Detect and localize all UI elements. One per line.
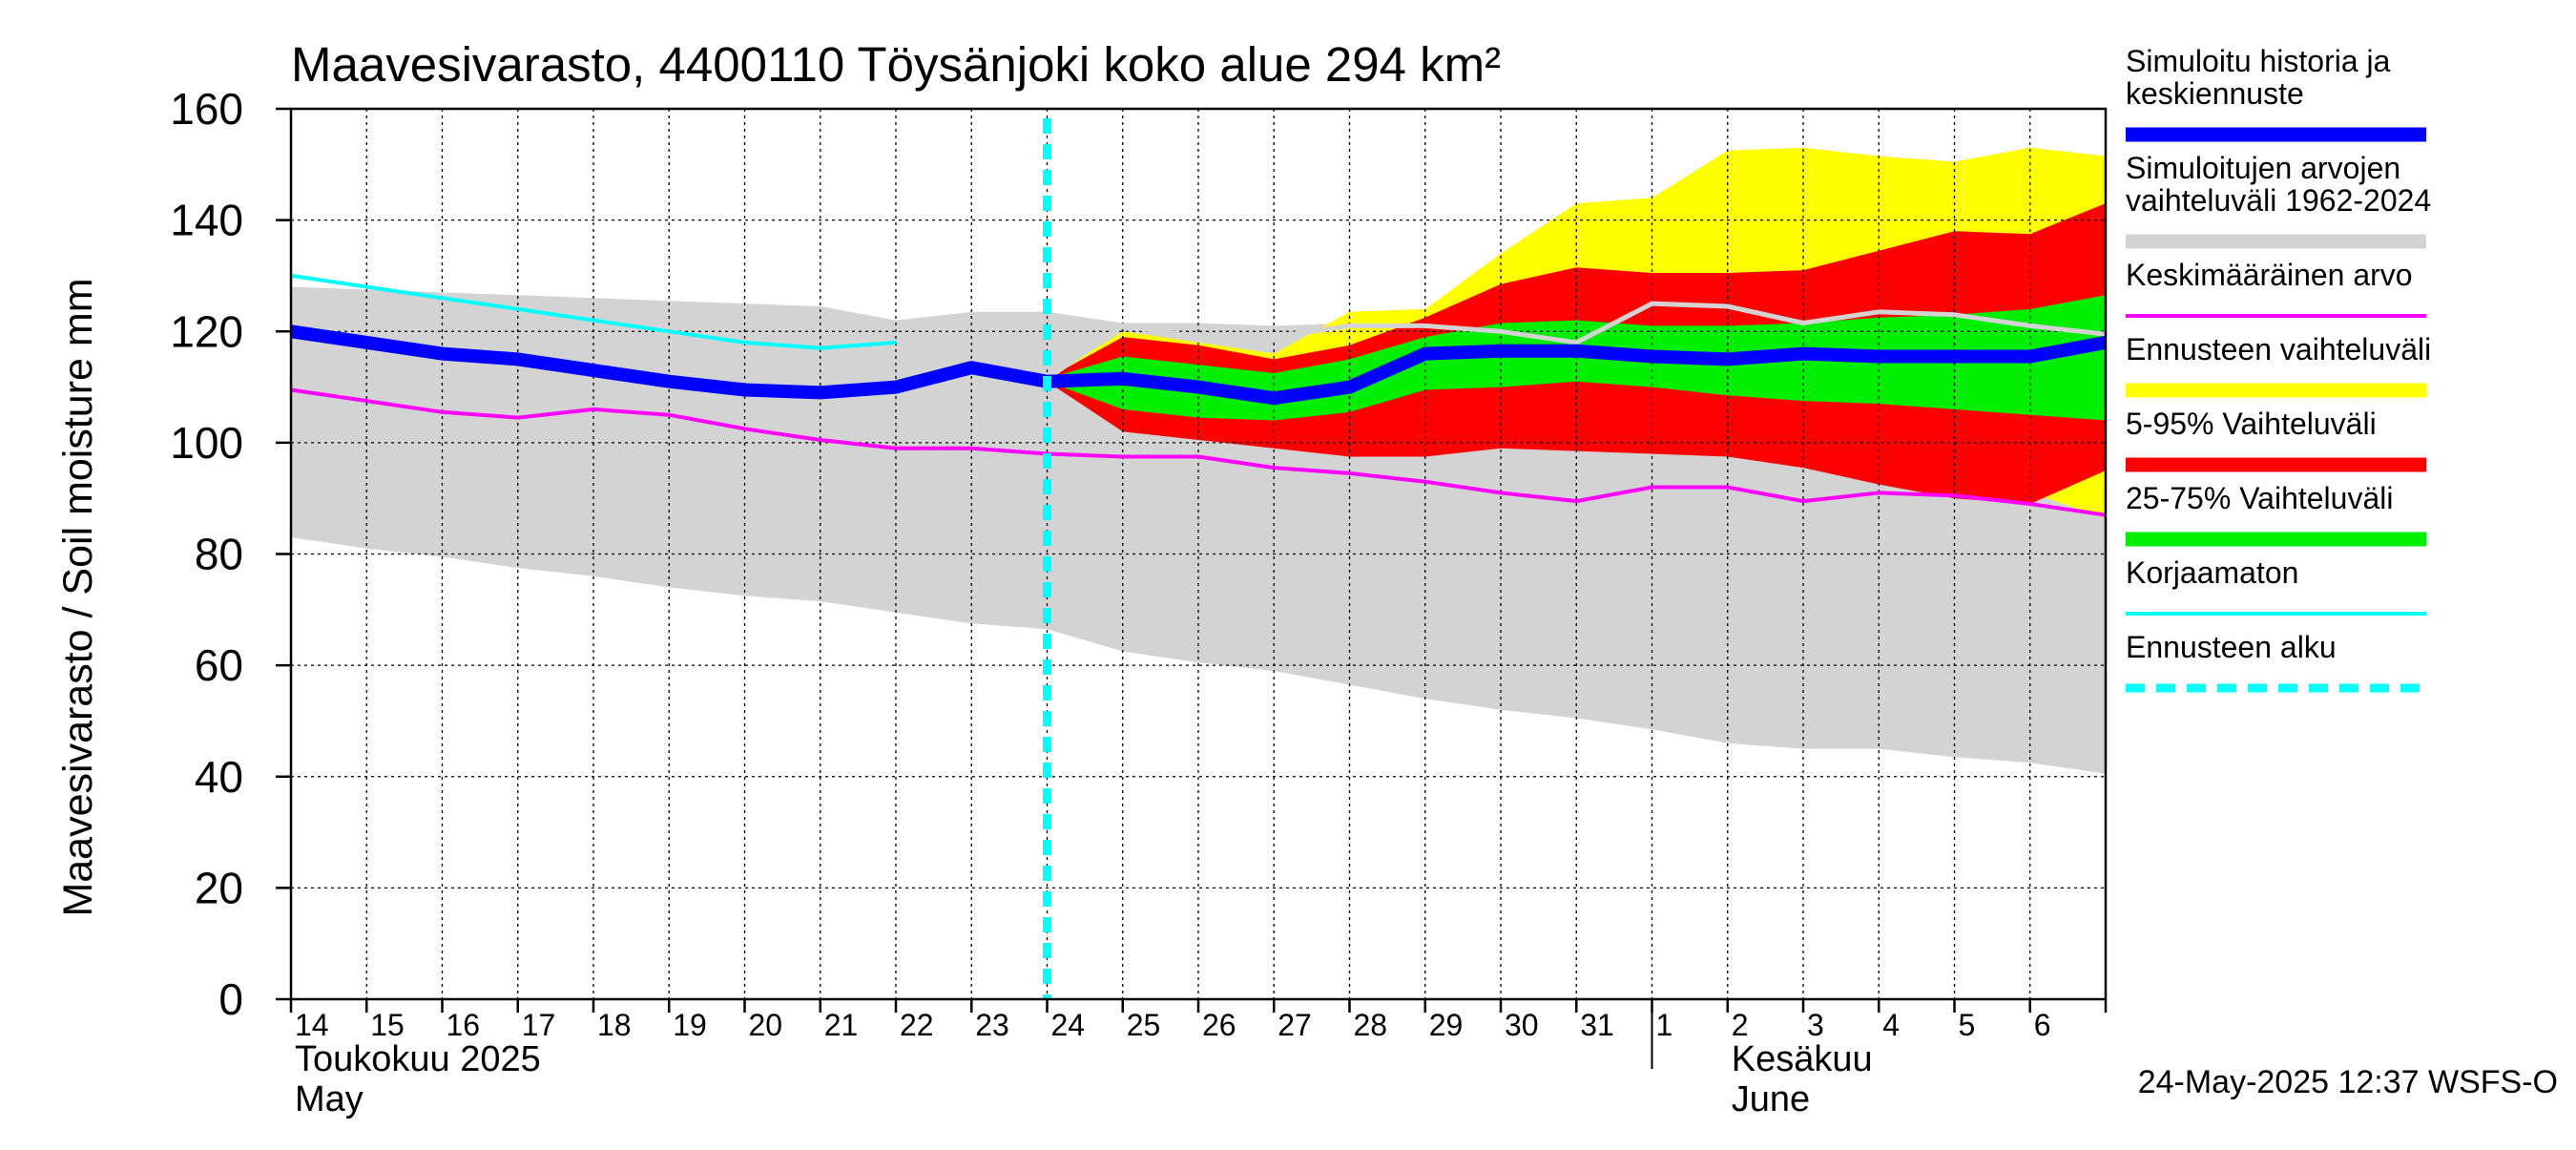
legend-label: Keskimääräinen arvo: [2126, 258, 2413, 292]
x-tick-label: 2: [1732, 1008, 1749, 1042]
legend-label: 5-95% Vaihteluväli: [2126, 407, 2377, 441]
x-tick-label: 22: [900, 1008, 934, 1042]
x-tick-label: 18: [597, 1008, 632, 1042]
y-axis-label: Maavesivarasto / Soil moisture mm: [55, 278, 101, 916]
legend-label: Simuloitujen arvojen: [2126, 151, 2400, 185]
legend-label: Simuloitu historia ja: [2126, 44, 2391, 78]
x-tick-label: 23: [975, 1008, 1009, 1042]
legend-label: 25-75% Vaihteluväli: [2126, 481, 2393, 515]
y-tick-label: 20: [195, 863, 243, 912]
simulated-mean-line: [1046, 301, 2107, 381]
plot-lines: [289, 118, 2108, 999]
month-label-en: May: [295, 1079, 364, 1119]
x-tick-label: 21: [824, 1008, 859, 1042]
y-tick-label: 40: [195, 752, 243, 802]
legend-label: Ennusteen vaihteluväli: [2126, 332, 2431, 366]
y-tick-label: 0: [218, 974, 243, 1024]
month-label-en: June: [1732, 1079, 1810, 1119]
x-tick-label: 14: [295, 1008, 329, 1042]
x-tick-label: 28: [1354, 1008, 1388, 1042]
median-forecast-line: [289, 324, 2108, 406]
legend-label: keskiennuste: [2126, 76, 2304, 111]
plot-areas: [291, 147, 2106, 774]
x-tick-label: 27: [1278, 1008, 1312, 1042]
legend-label: Korjaamaton: [2126, 555, 2298, 590]
y-tick-label: 140: [170, 196, 243, 245]
legend-label: Ennusteen alku: [2126, 630, 2337, 664]
x-tick-label: 31: [1580, 1008, 1614, 1042]
uncorrected-line: [290, 273, 897, 350]
y-tick-label: 80: [195, 530, 243, 579]
x-tick-label: 4: [1882, 1008, 1900, 1042]
x-tick-label: 30: [1505, 1008, 1539, 1042]
month-label: Kesäkuu: [1732, 1039, 1873, 1079]
x-tick-label: 24: [1051, 1008, 1086, 1042]
x-tick-label: 6: [2034, 1008, 2051, 1042]
x-tick-label: 20: [749, 1008, 783, 1042]
y-tick-label: 120: [170, 306, 243, 356]
x-tick-label: 29: [1429, 1008, 1464, 1042]
month-label: Toukokuu 2025: [295, 1039, 541, 1079]
legend-label: vaihteluväli 1962-2024: [2126, 183, 2431, 218]
y-tick-label: 60: [195, 640, 243, 690]
x-tick-label: 5: [1959, 1008, 1976, 1042]
x-tick-label: 26: [1202, 1008, 1236, 1042]
x-tick-label: 25: [1127, 1008, 1161, 1042]
x-tick-label: 3: [1807, 1008, 1824, 1042]
chart-title: Maavesivarasto, 4400110 Töysänjoki koko …: [291, 37, 1501, 92]
x-tick-label: 17: [522, 1008, 556, 1042]
x-tick-label: 16: [447, 1008, 481, 1042]
y-tick-label: 160: [170, 84, 243, 134]
x-tick-label: 15: [370, 1008, 405, 1042]
y-tick-label: 100: [170, 418, 243, 468]
x-tick-label: 1: [1656, 1008, 1673, 1042]
x-tick-label: 19: [673, 1008, 707, 1042]
average-line: [290, 387, 2107, 517]
footer-timestamp: 24-May-2025 12:37 WSFS-O: [2138, 1064, 2558, 1100]
